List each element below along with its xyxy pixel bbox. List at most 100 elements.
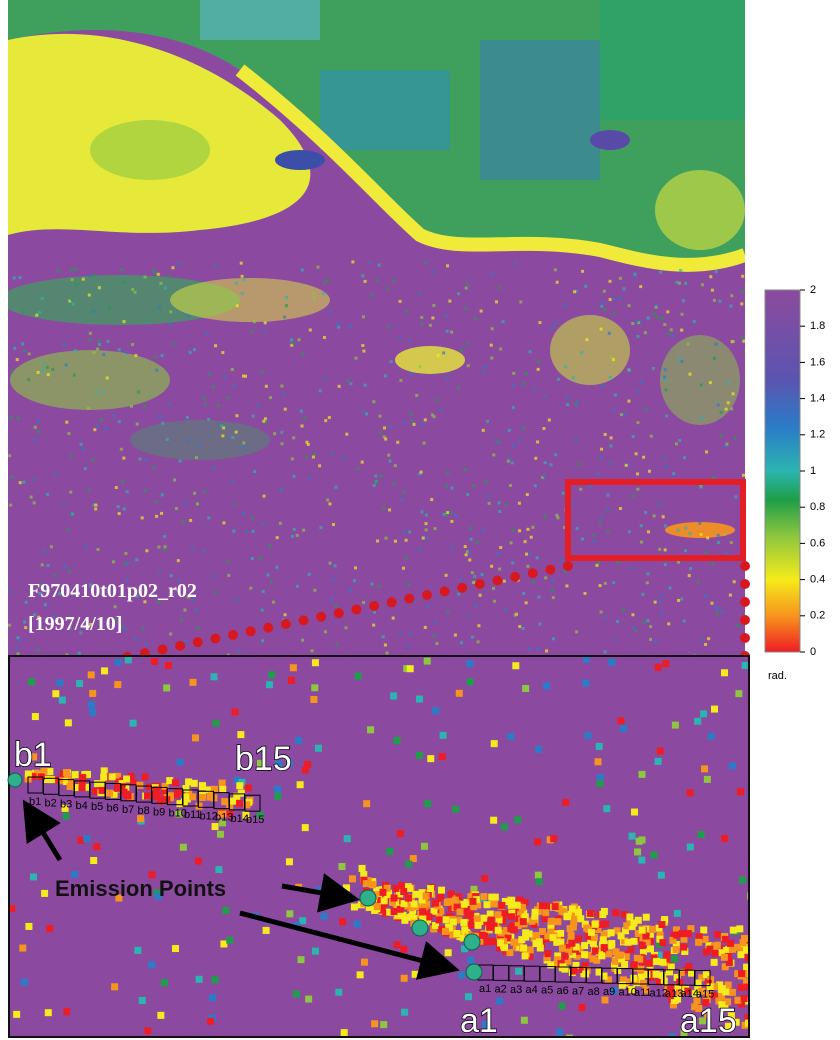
- pixel: [536, 367, 540, 371]
- pixel: [262, 329, 266, 333]
- pixel: [280, 384, 284, 388]
- pixel: [468, 558, 472, 562]
- emission-point: [7, 772, 23, 788]
- pixel: [117, 348, 121, 352]
- pixel: [501, 320, 505, 324]
- pixel: [710, 958, 718, 966]
- pixel: [495, 916, 503, 924]
- pixel: [292, 436, 296, 440]
- pixel: [459, 578, 463, 582]
- pixel: [24, 626, 28, 630]
- pixel: [457, 592, 461, 596]
- pixel: [677, 968, 685, 976]
- pixel: [69, 268, 73, 272]
- pixel: [466, 282, 470, 286]
- pixel: [100, 767, 108, 775]
- pixel: [516, 896, 524, 904]
- pixel: [552, 961, 560, 969]
- pixel: [491, 586, 495, 590]
- pixel: [304, 760, 312, 768]
- pixel: [720, 953, 728, 961]
- pixel: [560, 558, 564, 562]
- pixel: [21, 310, 25, 314]
- pixel: [626, 913, 634, 921]
- pixel: [730, 407, 734, 411]
- pixel: [301, 638, 305, 642]
- pixel: [241, 445, 245, 449]
- pixel: [620, 911, 628, 919]
- pixel: [567, 932, 575, 940]
- pixel: [383, 891, 391, 899]
- pixel: [339, 918, 347, 926]
- pixel: [609, 355, 613, 359]
- pixel: [558, 944, 566, 952]
- pixel: [380, 1021, 388, 1029]
- pixel: [725, 442, 729, 446]
- pixel: [613, 927, 621, 935]
- pixel: [123, 775, 131, 783]
- pixel: [295, 533, 299, 537]
- pixel: [639, 285, 643, 289]
- pixel: [58, 592, 62, 596]
- pixel: [701, 935, 709, 943]
- pixel: [741, 274, 745, 278]
- pixel: [345, 432, 349, 436]
- pixel: [695, 933, 703, 941]
- pixel: [425, 536, 429, 540]
- pixel: [721, 610, 725, 614]
- pixel: [541, 475, 545, 479]
- pixel: [737, 951, 745, 959]
- pixel: [743, 978, 750, 986]
- pixel: [734, 970, 742, 978]
- pixel: [524, 601, 528, 605]
- pixel: [448, 510, 452, 514]
- pixel: [192, 348, 196, 352]
- pixel: [103, 427, 107, 431]
- pixel: [715, 607, 719, 611]
- emission-point: [359, 889, 377, 907]
- pixel: [655, 951, 663, 959]
- pixel: [363, 279, 367, 283]
- pixel: [612, 581, 616, 585]
- pixel: [27, 378, 31, 382]
- pixel: [608, 298, 612, 302]
- pixel: [297, 956, 305, 964]
- pixel: [128, 593, 132, 597]
- pixel: [654, 303, 658, 307]
- pixel: [409, 372, 413, 376]
- pixel: [549, 327, 553, 331]
- pixel: [94, 507, 98, 511]
- pixel: [695, 938, 703, 946]
- pixel: [518, 529, 522, 533]
- pixel: [643, 331, 647, 335]
- pixel: [693, 261, 697, 265]
- pixel: [490, 894, 498, 902]
- pixel: [100, 773, 108, 781]
- pixel: [581, 962, 589, 970]
- pixel: [274, 792, 282, 800]
- pixel: [184, 501, 188, 505]
- pixel: [555, 280, 559, 284]
- pixel: [93, 428, 97, 432]
- pixel: [326, 278, 330, 282]
- b-box-label: b9: [153, 806, 165, 818]
- pixel: [657, 503, 661, 507]
- pixel: [711, 562, 715, 566]
- pixel: [9, 590, 13, 594]
- pixel: [725, 552, 729, 556]
- pixel: [474, 316, 478, 320]
- pixel: [382, 426, 386, 430]
- pixel: [478, 937, 486, 945]
- pixel: [415, 393, 419, 397]
- pixel: [528, 917, 536, 925]
- emission-point: [463, 933, 481, 951]
- pixel: [275, 760, 283, 768]
- pixel: [327, 416, 331, 420]
- pixel: [97, 340, 101, 344]
- pixel: [102, 353, 106, 357]
- pixel: [605, 950, 613, 958]
- callout: Emission Points: [55, 876, 226, 901]
- pixel: [420, 322, 424, 326]
- pixel: [499, 347, 503, 351]
- pixel: [18, 639, 22, 643]
